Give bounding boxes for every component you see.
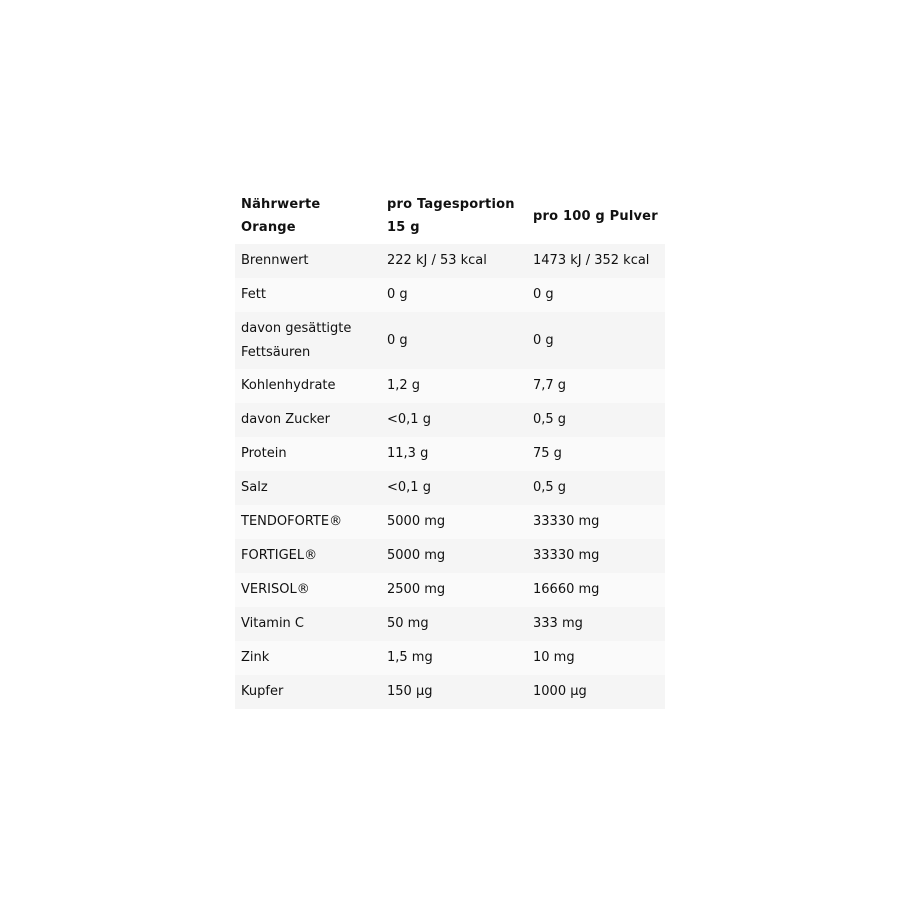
per-100g-value: 10 mg [533, 650, 575, 665]
nutrient-name: Protein [241, 446, 287, 461]
table-row: Brennwert 222 kJ / 53 kcal 1473 kJ / 352 k… [235, 244, 665, 278]
table-row: Kupfer 150 µg 1000 µg [235, 675, 665, 709]
table-row: TENDOFORTE® 5000 mg 33330 mg [235, 505, 665, 539]
per-serving-value: 1,2 g [387, 378, 421, 393]
table-row: Vitamin C 50 mg 333 mg [235, 607, 665, 641]
nutrition-table: Nährwerte Orange pro Tagesportion 15 g p… [235, 188, 665, 709]
nutrient-name: davon gesättigte Fettsäuren [241, 320, 352, 360]
header-nutrients: Nährwerte Orange [241, 197, 321, 235]
per-serving-value: 0 g [387, 332, 408, 348]
per-serving-value: <0,1 g [387, 412, 431, 427]
per-serving-value: 2500 mg [387, 582, 446, 597]
nutrient-name: TENDOFORTE® [241, 514, 343, 529]
per-100g-value: 0,5 g [533, 480, 567, 495]
per-serving-value: 1,5 mg [387, 650, 433, 665]
nutrient-name: Kohlenhydrate [241, 378, 336, 393]
table-row: Zink 1,5 mg 10 mg [235, 641, 665, 675]
per-serving-value: 5000 mg [387, 514, 446, 529]
per-serving-value: <0,1 g [387, 480, 431, 495]
header-per-100g: pro 100 g Pulver [533, 208, 658, 224]
table-row: Protein 11,3 g 75 g [235, 437, 665, 471]
table-row: VERISOL® 2500 mg 16660 mg [235, 573, 665, 607]
nutrient-name: Brennwert [241, 253, 309, 268]
nutrient-name: Salz [241, 480, 268, 495]
per-100g-value: 1473 kJ / 352 kcal [533, 253, 650, 268]
per-100g-value: 1000 µg [533, 684, 587, 699]
header-per-serving: pro Tagesportion 15 g [387, 197, 515, 235]
table-row: Kohlenhydrate 1,2 g 7,7 g [235, 369, 665, 403]
table-row: davon gesättigte Fettsäuren 0 g 0 g [235, 312, 665, 369]
per-serving-value: 150 µg [387, 684, 433, 699]
table-row: Fett 0 g 0 g [235, 278, 665, 312]
table-row: FORTIGEL® 5000 mg 33330 mg [235, 539, 665, 573]
per-serving-value: 5000 mg [387, 548, 446, 563]
per-100g-value: 16660 mg [533, 582, 600, 597]
per-100g-value: 0 g [533, 287, 554, 302]
per-100g-value: 33330 mg [533, 514, 600, 529]
nutrient-name: Vitamin C [241, 616, 305, 631]
nutrient-name: Zink [241, 650, 270, 665]
nutrient-name: FORTIGEL® [241, 548, 318, 563]
per-serving-value: 222 kJ / 53 kcal [387, 253, 487, 268]
per-serving-value: 0 g [387, 287, 408, 302]
per-100g-value: 0 g [533, 332, 554, 348]
per-serving-value: 11,3 g [387, 446, 429, 461]
nutrient-name: VERISOL® [241, 582, 310, 597]
table-row: Salz <0,1 g 0,5 g [235, 471, 665, 505]
per-100g-value: 7,7 g [533, 378, 567, 393]
table-row: davon Zucker <0,1 g 0,5 g [235, 403, 665, 437]
per-100g-value: 75 g [533, 446, 562, 461]
per-100g-value: 333 mg [533, 616, 583, 631]
nutrient-name: Fett [241, 287, 266, 302]
per-100g-value: 33330 mg [533, 548, 600, 563]
per-100g-value: 0,5 g [533, 412, 567, 427]
table-header-row: Nährwerte Orange pro Tagesportion 15 g p… [235, 188, 665, 244]
nutrient-name: Kupfer [241, 684, 284, 699]
per-serving-value: 50 mg [387, 616, 429, 631]
nutrient-name: davon Zucker [241, 412, 330, 427]
